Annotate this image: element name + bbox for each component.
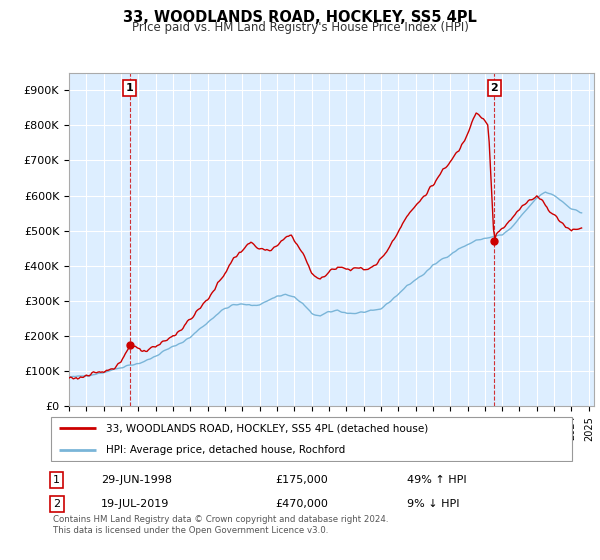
- Text: 33, WOODLANDS ROAD, HOCKLEY, SS5 4PL: 33, WOODLANDS ROAD, HOCKLEY, SS5 4PL: [123, 10, 477, 25]
- Text: £175,000: £175,000: [275, 475, 328, 485]
- Text: 33, WOODLANDS ROAD, HOCKLEY, SS5 4PL (detached house): 33, WOODLANDS ROAD, HOCKLEY, SS5 4PL (de…: [106, 423, 428, 433]
- Text: 2: 2: [53, 499, 61, 509]
- Text: 19-JUL-2019: 19-JUL-2019: [101, 499, 169, 509]
- Text: Price paid vs. HM Land Registry's House Price Index (HPI): Price paid vs. HM Land Registry's House …: [131, 21, 469, 34]
- Text: £470,000: £470,000: [275, 499, 328, 509]
- Text: 1: 1: [53, 475, 60, 485]
- Text: HPI: Average price, detached house, Rochford: HPI: Average price, detached house, Roch…: [106, 445, 346, 455]
- Text: 2: 2: [490, 83, 498, 93]
- FancyBboxPatch shape: [50, 417, 572, 461]
- Text: 29-JUN-1998: 29-JUN-1998: [101, 475, 172, 485]
- Text: 1: 1: [125, 83, 133, 93]
- Text: 49% ↑ HPI: 49% ↑ HPI: [407, 475, 467, 485]
- Text: 9% ↓ HPI: 9% ↓ HPI: [407, 499, 460, 509]
- Text: Contains HM Land Registry data © Crown copyright and database right 2024.
This d: Contains HM Land Registry data © Crown c…: [53, 515, 389, 535]
